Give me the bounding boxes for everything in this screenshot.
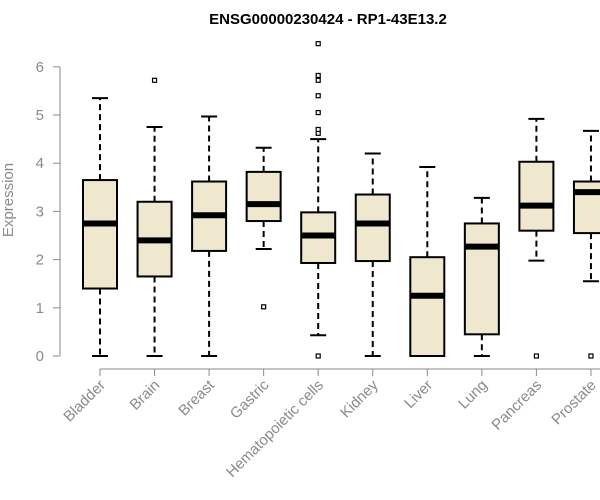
box-group	[300, 41, 337, 359]
outlier-point	[315, 126, 321, 133]
x-tick-label: Hematopoietic cells	[223, 377, 327, 481]
outlier-point	[533, 353, 540, 359]
outlier-point	[315, 77, 321, 83]
x-tick-label: Liver	[401, 377, 436, 412]
y-tick-label: 5	[36, 107, 44, 124]
box-group	[518, 117, 555, 359]
y-tick-label: 1	[36, 300, 44, 317]
box-group	[82, 97, 118, 357]
x-tick-label: Bladder	[60, 377, 109, 426]
outlier-point	[315, 41, 321, 47]
box	[354, 193, 391, 263]
y-axis-label: Expression	[0, 163, 17, 237]
outlier-point	[261, 304, 267, 310]
outlier-point	[315, 72, 321, 79]
boxes	[82, 41, 600, 359]
outlier-point	[315, 353, 321, 359]
y-tick-label: 6	[36, 59, 44, 76]
box-group	[136, 77, 173, 357]
box	[463, 222, 500, 336]
box-group	[354, 152, 391, 357]
x-tick-label: Pancreas	[488, 377, 545, 434]
outlier-point	[315, 93, 321, 99]
x-tick-label: Breast	[175, 376, 218, 419]
x-tick-label: Gastric	[227, 376, 273, 422]
chart-title: ENSG00000230424 - RP1-43E13.2	[209, 11, 447, 28]
outlier-point	[151, 77, 158, 83]
outlier-point	[588, 353, 594, 359]
box	[409, 256, 446, 357]
y-tick-label: 0	[36, 348, 44, 365]
x-tick-label: Kidney	[337, 376, 382, 421]
y-axis: 0 1 2 3 4 5 6	[36, 59, 61, 365]
box-group	[245, 146, 282, 310]
y-tick-label: 4	[36, 155, 44, 172]
y-tick-label: 3	[36, 203, 44, 220]
box-group	[572, 129, 600, 359]
box	[245, 170, 282, 223]
box-group	[191, 115, 228, 357]
outlier-point	[315, 109, 321, 116]
y-tick-label: 2	[36, 252, 44, 269]
box-group	[463, 196, 500, 357]
box-group	[409, 166, 446, 357]
x-tick-label: Prostate	[548, 377, 600, 429]
x-tick-label: Lung	[455, 377, 491, 413]
box	[518, 160, 555, 232]
x-tick-label: Brain	[127, 377, 164, 414]
box	[82, 179, 118, 290]
